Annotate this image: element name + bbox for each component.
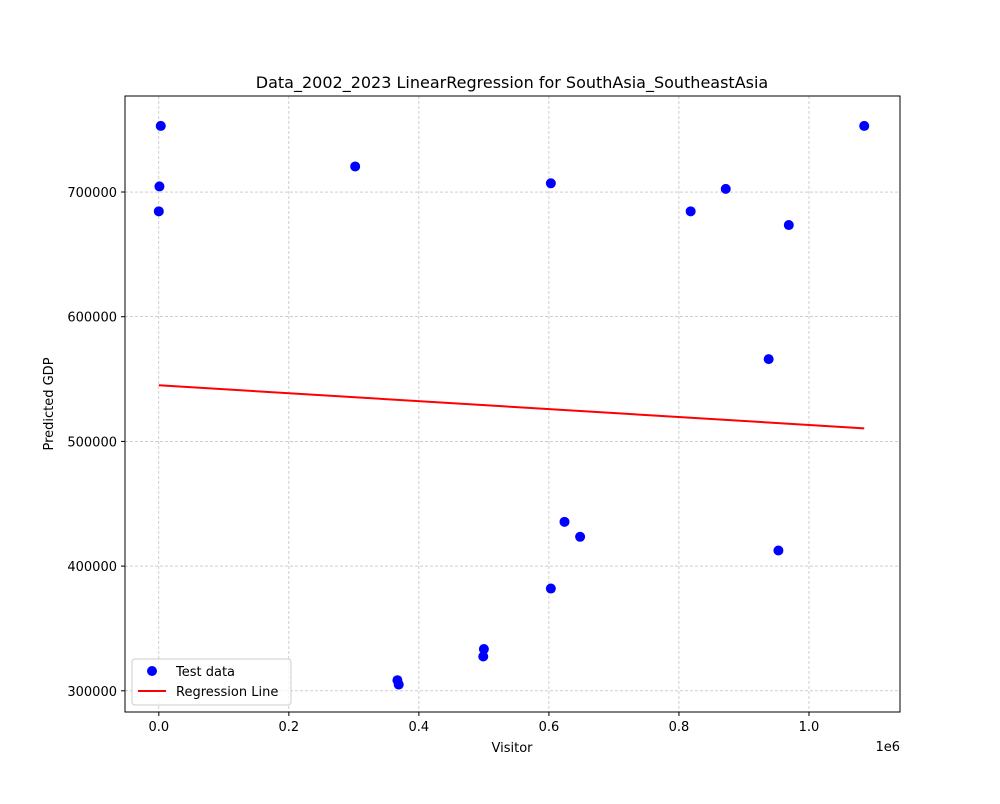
y-tick-label: 400000 bbox=[67, 560, 117, 575]
x-tick-label: 0.4 bbox=[409, 720, 430, 735]
test-data-point bbox=[153, 206, 164, 217]
y-tick-label: 700000 bbox=[67, 186, 117, 201]
test-data-point bbox=[783, 220, 794, 231]
legend: Test data Regression Line bbox=[131, 658, 292, 706]
test-data-point bbox=[478, 651, 489, 662]
y-tick-label: 500000 bbox=[67, 435, 117, 450]
legend-box bbox=[131, 658, 292, 706]
test-data-point bbox=[545, 583, 556, 594]
regression-line bbox=[158, 384, 865, 430]
axis-ticks: 0.0 0.2 0.4 0.6 0.8 1.0 300000 400000 500000 6000… bbox=[67, 186, 819, 735]
plot-frame bbox=[124, 95, 901, 713]
test-data-point bbox=[685, 206, 696, 217]
plot-data bbox=[153, 120, 870, 690]
test-data-point bbox=[154, 181, 165, 192]
y-tick-label: 600000 bbox=[67, 311, 117, 326]
legend-label-test-data: Test data bbox=[175, 665, 235, 680]
grid bbox=[125, 96, 900, 712]
x-tick-label: 0.6 bbox=[539, 720, 560, 735]
x-tick-label: 0.0 bbox=[148, 720, 169, 735]
x-tick-label: 0.8 bbox=[669, 720, 690, 735]
test-data-point bbox=[545, 178, 556, 189]
y-axis-label: Predicted GDP bbox=[42, 357, 57, 450]
test-data-point bbox=[575, 531, 586, 542]
legend-scatter-marker bbox=[147, 666, 157, 676]
x-axis-label: Visitor bbox=[492, 741, 534, 756]
legend-label-regression-line: Regression Line bbox=[176, 685, 278, 700]
test-data-point bbox=[559, 516, 570, 527]
x-tick-label: 1.0 bbox=[799, 720, 820, 735]
y-tick-label: 300000 bbox=[67, 685, 117, 700]
test-data-point bbox=[773, 545, 784, 556]
test-data-point bbox=[859, 120, 870, 131]
test-data-point bbox=[478, 644, 489, 655]
test-data-point bbox=[155, 120, 166, 131]
x-tick-label: 0.2 bbox=[278, 720, 299, 735]
test-data-point bbox=[393, 679, 404, 690]
test-data-point bbox=[720, 183, 731, 194]
test-data-point bbox=[763, 354, 774, 365]
x-axis-offset-label: 1e6 bbox=[875, 740, 900, 755]
chart-title: Data_2002_2023 LinearRegression for Sout… bbox=[256, 73, 768, 93]
test-data-point bbox=[350, 161, 361, 172]
